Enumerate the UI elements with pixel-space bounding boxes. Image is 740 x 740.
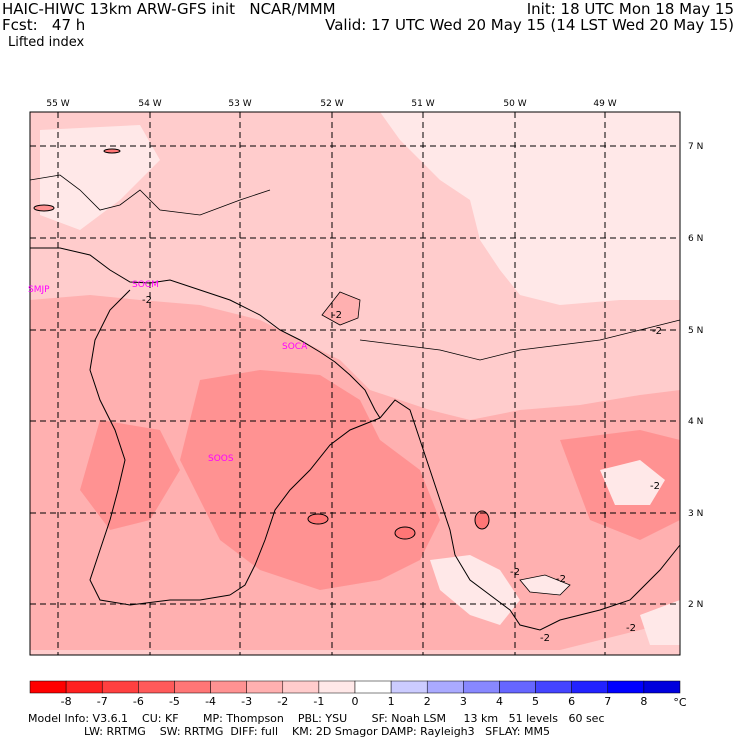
coastline-east [379, 399, 681, 631]
colorbar-tick: -7 [97, 695, 108, 708]
colorbar-unit: °C [673, 696, 687, 709]
lat-label: 7 N [688, 142, 703, 152]
station-label: SOCA [282, 342, 308, 352]
colorbar-tick: 4 [496, 695, 503, 708]
colorbar-tick: -6 [133, 695, 144, 708]
station-label: SMJP [28, 285, 50, 295]
colorbar-swatch [318, 680, 356, 694]
colorbar-swatch [210, 680, 247, 694]
colorbar-swatch [29, 680, 67, 694]
colorbar-tick: 1 [388, 695, 395, 708]
lat-label: 2 N [688, 600, 703, 610]
colorbar-swatch [65, 680, 103, 694]
contour-label: -2 [556, 574, 566, 585]
contour-label: -2 [510, 567, 520, 578]
field-name: Lifted index [8, 35, 85, 50]
coastline [30, 247, 381, 419]
model-info-line2: LW: RRTMG SW: RRTMG DIFF: full KM: 2D Sm… [28, 725, 550, 738]
contour-label: -2 [332, 310, 342, 321]
colorbar-tick: -5 [169, 695, 180, 708]
map-frame [29, 111, 681, 656]
shade-pale-east [600, 460, 665, 505]
colorbar-tick: 3 [460, 695, 467, 708]
contour-line [359, 319, 681, 361]
colorbar-swatch [101, 680, 139, 694]
colorbar-swatch [174, 680, 211, 694]
valid-time: Valid: 17 UTC Wed 20 May 15 (14 LST Wed … [325, 16, 734, 34]
contour-cell [519, 574, 571, 596]
graticule [30, 112, 680, 655]
contour-label: -2 [650, 481, 660, 492]
colorbar-swatch [463, 680, 500, 694]
colorbar-tick: 8 [640, 695, 647, 708]
contour-label: -2 [540, 633, 550, 644]
border-frenchguiana [229, 417, 381, 596]
colorbar-swatch [571, 680, 609, 694]
station-label: SOCM [132, 280, 159, 290]
contour-label: -2 [652, 326, 662, 337]
cell-spot-1 [307, 513, 329, 525]
lat-label: 4 N [688, 417, 703, 427]
lon-label: 50 W [503, 99, 526, 109]
colorbar-swatch [354, 680, 392, 694]
lat-label: 5 N [688, 326, 703, 336]
lon-label: 54 W [138, 99, 161, 109]
colorbar-tick: -1 [313, 695, 324, 708]
colorbar-tick: 0 [352, 695, 359, 708]
colorbar-tick: 5 [532, 695, 539, 708]
lon-label: 55 W [46, 99, 69, 109]
contour-line [29, 174, 271, 216]
cell-spot-4 [103, 148, 121, 154]
colorbar-tick: -8 [61, 695, 72, 708]
lat-label: 3 N [688, 509, 703, 519]
shade-zero-nw [40, 125, 160, 230]
cell-spot-2 [394, 526, 416, 540]
cell-spot-5 [33, 204, 55, 212]
colorbar-tick: -4 [205, 695, 216, 708]
colorbar-swatch [246, 680, 284, 694]
colorbar-swatch [138, 680, 175, 694]
colorbar-tick: 6 [568, 695, 575, 708]
lon-label: 53 W [228, 99, 251, 109]
lat-label: 6 N [688, 234, 703, 244]
shade-pale-se [640, 600, 680, 645]
colorbar-swatch [426, 680, 464, 694]
shade-minus3-west [80, 420, 180, 530]
colorbar-swatch [535, 680, 572, 694]
lon-label: 52 W [320, 99, 343, 109]
colorbar-swatch [607, 680, 645, 694]
colorbar-tick: 7 [604, 695, 611, 708]
colorbar-swatch [390, 680, 428, 694]
colorbar-tick: -3 [241, 695, 252, 708]
forecast-hour: Fcst: 47 h [2, 16, 86, 34]
colorbar-swatch [643, 680, 681, 694]
station-label: SOOS [208, 454, 234, 464]
shade-pale-south [430, 555, 520, 625]
lon-label: 51 W [411, 99, 434, 109]
lon-label: 49 W [593, 99, 616, 109]
model-title: HAIC-HIWC 13km ARW-GFS init NCAR/MMM [2, 0, 336, 18]
colorbar-swatch [282, 680, 320, 694]
colorbar: -8 -7 -6 -5 -4 -3 -2 -1 0 1 2 3 4 5 6 7 8 [29, 680, 681, 708]
init-time: Init: 18 UTC Mon 18 May 15 [526, 0, 734, 18]
colorbar-tick: -2 [277, 695, 288, 708]
shade-minus3 [180, 370, 440, 590]
colorbar-swatch [499, 680, 536, 694]
cell-spot-3 [474, 510, 490, 530]
model-info-line1: Model Info: V3.6.1 CU: KF MP: Thompson P… [28, 712, 605, 725]
colorbar-tick: 2 [424, 695, 431, 708]
contour-label: -2 [142, 295, 152, 306]
contour-label: -2 [626, 623, 636, 634]
